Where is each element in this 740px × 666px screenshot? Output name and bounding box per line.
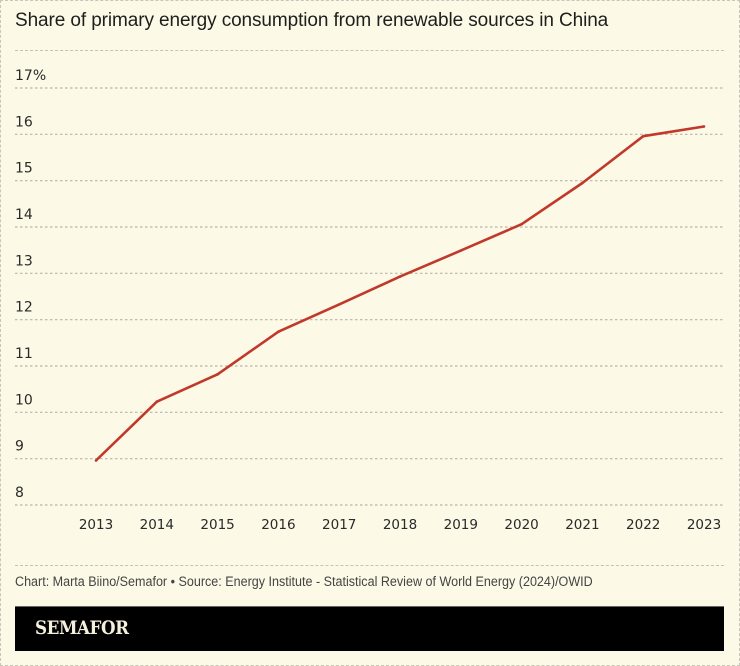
y-tick-label: 15 <box>15 161 33 177</box>
y-tick-label: 9 <box>15 439 24 455</box>
x-tick-label: 2022 <box>626 517 660 533</box>
data-point <box>337 303 341 306</box>
y-tick-label: 16 <box>15 114 33 130</box>
data-point <box>398 275 402 278</box>
x-tick-label: 2020 <box>504 517 538 533</box>
semafor-logo: SEMAFOR <box>35 617 129 639</box>
x-tick-label: 2013 <box>79 517 113 533</box>
gridlines <box>15 87 724 506</box>
x-tick-label: 2017 <box>322 517 356 533</box>
y-tick-label: 8 <box>15 485 24 501</box>
data-point <box>641 134 645 138</box>
data-point <box>155 400 159 403</box>
y-tick-label: 11 <box>15 346 33 362</box>
y-tick-label: 17% <box>15 68 46 84</box>
source-credit: Chart: Marta Biino/Semafor • Source: Ene… <box>15 574 593 589</box>
data-point <box>581 181 584 185</box>
y-tick-label: 14 <box>15 207 33 223</box>
x-tick-label: 2023 <box>687 517 721 533</box>
footer-divider <box>15 565 724 566</box>
y-tick-label: 10 <box>15 392 33 408</box>
data-point <box>94 459 98 462</box>
y-axis-ticks: 8 9 10 11 12 13 14 15 16 17% <box>15 68 46 501</box>
title-divider <box>15 50 724 51</box>
line-chart: 8 9 10 11 12 13 14 15 16 17% 2013 2014 2015 2016 2017… <box>15 68 724 533</box>
x-tick-label: 2021 <box>565 517 599 533</box>
x-tick-label: 2018 <box>383 517 417 533</box>
data-point <box>216 373 219 376</box>
x-tick-label: 2016 <box>261 517 295 533</box>
x-tick-label: 2015 <box>200 517 234 533</box>
data-point <box>520 222 523 226</box>
data-point <box>277 330 280 334</box>
series-layer <box>94 125 706 462</box>
brand-bar: SEMAFOR <box>15 606 724 651</box>
x-axis-ticks: 2013 2014 2015 2016 2017 2018 2019 2020 2021 2022… <box>79 517 721 533</box>
x-tick-label: 2014 <box>140 517 174 533</box>
data-point <box>459 249 463 252</box>
series-line-china <box>95 125 705 462</box>
x-tick-label: 2019 <box>444 517 478 533</box>
data-point <box>702 125 706 128</box>
chart-title: Share of primary energy consumption from… <box>15 10 609 31</box>
y-tick-label: 13 <box>15 253 33 269</box>
y-tick-label: 12 <box>15 300 33 316</box>
